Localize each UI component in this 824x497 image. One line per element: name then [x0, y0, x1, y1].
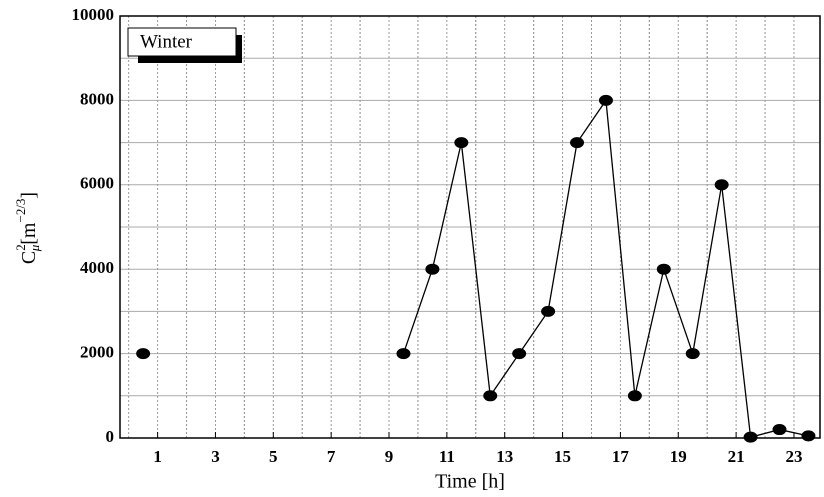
x-tick-label: 23: [785, 447, 802, 466]
data-point: [425, 263, 440, 275]
data-point: [136, 348, 151, 360]
y-label-unit: [m: [18, 222, 40, 245]
x-tick-label: 15: [554, 447, 571, 466]
y-label-unit-exp: −2/3: [13, 199, 28, 223]
y-tick-label: 0: [106, 427, 115, 446]
plot-frame: [119, 15, 821, 439]
data-point: [801, 430, 816, 442]
x-tick-label: 17: [612, 447, 630, 466]
data-point: [570, 137, 585, 149]
data-point: [685, 348, 700, 360]
data-point: [396, 348, 411, 360]
x-tick-label: 3: [211, 447, 220, 466]
data-point: [714, 179, 729, 191]
x-axis-label: Time [h]: [435, 471, 505, 493]
data-point: [483, 390, 498, 402]
data-point: [512, 348, 527, 360]
data-point: [541, 305, 556, 317]
y-tick-label: 10000: [72, 5, 115, 24]
data-point: [656, 263, 671, 275]
data-point: [772, 424, 787, 436]
y-label-close: ]: [18, 192, 40, 199]
x-tick-label: 1: [153, 447, 162, 466]
y-label-base: C: [18, 251, 40, 264]
legend-box: [127, 27, 237, 57]
y-axis-label: C2μ[m−2/3]: [13, 192, 42, 264]
y-tick-label: 6000: [80, 174, 114, 193]
legend-label: Winter: [140, 31, 193, 52]
y-tick-label: 2000: [80, 343, 114, 362]
data-point: [454, 137, 469, 149]
data-point: [598, 94, 613, 106]
x-tick-label: 5: [269, 447, 278, 466]
x-tick-label: 7: [327, 447, 336, 466]
x-tick-label: 11: [439, 447, 455, 466]
x-tick-label: 19: [670, 447, 687, 466]
x-tick-label: 9: [385, 447, 394, 466]
data-point: [627, 390, 642, 402]
x-tick-label: 21: [728, 447, 745, 466]
y-label-sub: μ: [27, 244, 42, 252]
x-tick-label: 13: [496, 447, 513, 466]
y-label-sup: 2: [13, 244, 28, 251]
data-point: [743, 431, 758, 443]
y-tick-label: 8000: [80, 89, 114, 108]
y-tick-label: 4000: [80, 258, 114, 277]
